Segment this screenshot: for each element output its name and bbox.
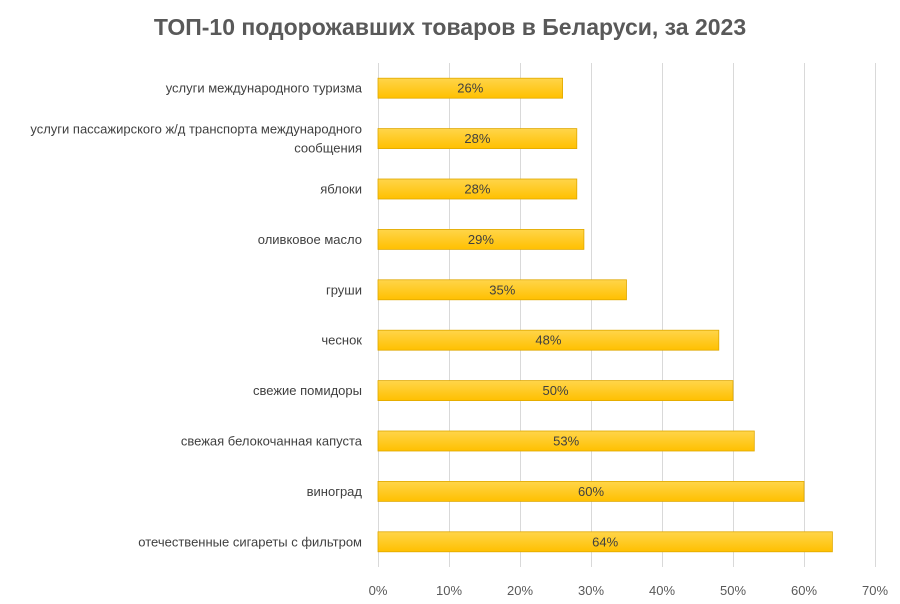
x-tick-label: 50% — [720, 583, 746, 598]
bar-data-label: 26% — [457, 81, 483, 96]
bar-data-label: 28% — [464, 131, 490, 146]
bar — [377, 531, 833, 553]
chart-title: ТОП-10 подорожавших товаров в Беларуси, … — [154, 14, 746, 40]
bar-data-label: 29% — [468, 232, 494, 247]
x-tick-label: 70% — [862, 583, 888, 598]
category-labels: услуги международного туризма услуги пасс… — [30, 81, 362, 550]
bar — [377, 128, 578, 150]
bar-data-label: 50% — [542, 383, 568, 398]
x-tick-label: 20% — [507, 583, 533, 598]
bar — [377, 430, 755, 452]
bar — [377, 380, 734, 402]
bars: 26% 28% 28% 29% 35% 48% 50% 53% 60% 64% — [377, 77, 833, 553]
bar-data-label: 60% — [578, 484, 604, 499]
bar-data-label: 35% — [489, 282, 515, 297]
bar-data-label: 48% — [535, 333, 561, 348]
category-label: чеснок — [321, 333, 362, 348]
bar — [377, 279, 627, 301]
category-label: груши — [326, 282, 362, 297]
category-label: яблоки — [320, 182, 362, 197]
x-tick-label: 60% — [791, 583, 817, 598]
category-label: виноград — [307, 484, 363, 499]
category-label: услуги международного туризма — [166, 81, 363, 96]
bar — [377, 480, 805, 502]
bar-data-label: 53% — [553, 434, 579, 449]
bar-data-label: 28% — [464, 182, 490, 197]
bar — [377, 77, 564, 99]
category-label: свежие помидоры — [253, 383, 362, 398]
category-label: отечественные сигареты с фильтром — [138, 534, 362, 549]
x-tick-label: 40% — [649, 583, 675, 598]
bar — [377, 228, 585, 250]
bar-data-label: 64% — [592, 534, 618, 549]
bar — [377, 329, 720, 351]
x-axis-tick-labels: 0% 10% 20% 30% 40% 50% 60% 70% — [369, 583, 889, 598]
category-label: оливковое масло — [258, 232, 362, 247]
x-tick-label: 0% — [369, 583, 388, 598]
x-tick-label: 10% — [436, 583, 462, 598]
category-label: свежая белокочанная капуста — [181, 434, 363, 449]
x-tick-label: 30% — [578, 583, 604, 598]
bar — [377, 178, 578, 200]
category-label: услуги пассажирского ж/д транспорта межд… — [30, 122, 362, 156]
